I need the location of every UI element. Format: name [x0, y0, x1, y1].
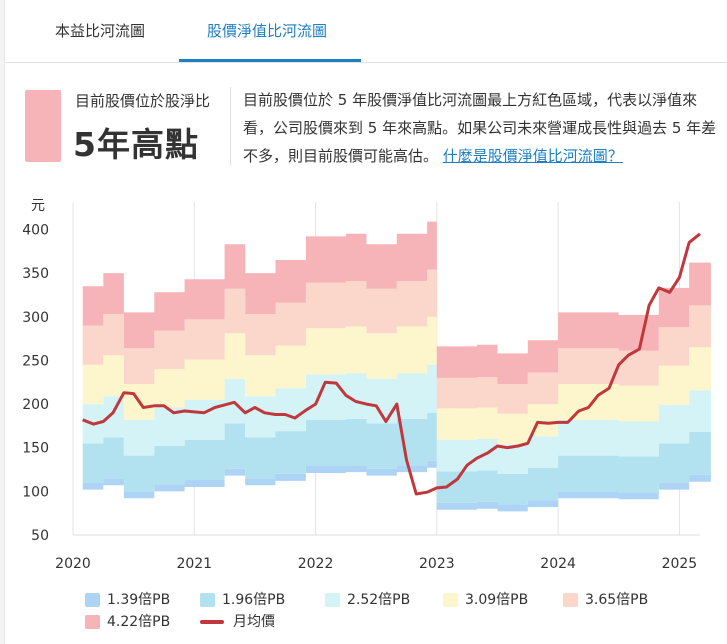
divider	[230, 87, 231, 165]
x-tick-label: 2023	[419, 556, 455, 572]
band-2.52倍PB	[82, 364, 711, 474]
x-tick-label: 2025	[662, 556, 698, 572]
legend-label: 1.39倍PB	[107, 592, 171, 608]
band-1.96倍PB	[82, 412, 711, 505]
legend-label: 1.96倍PB	[222, 592, 286, 608]
legend-swatch	[85, 615, 100, 629]
y-tick-label: 100	[22, 484, 49, 500]
x-tick-label: 2024	[540, 556, 576, 572]
river-chart-card: 本益比河流圖 股價淨值比河流圖 目前股價位於股淨比 5年高點 目前股價位於 5 …	[4, 0, 727, 644]
monthly-price-line	[82, 232, 701, 496]
chart-tabs: 本益比河流圖 股價淨值比河流圖	[5, 0, 727, 63]
legend-line-marker	[200, 620, 224, 624]
y-tick-label: 150	[22, 441, 49, 457]
tab-pb-river[interactable]: 股價淨值比河流圖	[207, 22, 328, 40]
legend-label: 3.09倍PB	[465, 592, 529, 608]
what-is-pb-river-link[interactable]: 什麼是股價淨值比河流圖？	[442, 147, 623, 165]
legend-label: 3.65倍PB	[585, 592, 649, 608]
status-description: 目前股價位於 5 年股價淨值比河流圖最上方紅色區域，代表以淨值來看，公司股價來到…	[243, 86, 721, 170]
legend-swatch	[200, 593, 215, 607]
y-tick-label: 400	[22, 222, 49, 238]
legend-swatch	[563, 593, 578, 607]
band-3.09倍PB	[82, 316, 711, 445]
y-tick-label: 300	[22, 310, 49, 326]
x-tick-label: 2022	[298, 556, 334, 572]
band-3.65倍PB	[82, 269, 711, 414]
y-unit-label: 元	[31, 198, 45, 214]
pb-river-chart: 50 100 150 200 250 300 350 400 元 2020 2021 2022 2023…	[22, 198, 711, 572]
legend-swatch	[85, 593, 100, 607]
y-tick-label: 350	[22, 266, 49, 282]
x-tick-label: 2021	[176, 556, 212, 572]
legend-label: 2.52倍PB	[347, 592, 411, 608]
status-color-badge	[25, 90, 61, 162]
active-tab-indicator	[179, 59, 361, 62]
band-4.22倍PB	[82, 221, 711, 384]
band-1.39倍PB	[82, 460, 711, 512]
status-value: 5年高點	[73, 125, 199, 164]
y-tick-label: 250	[22, 353, 49, 369]
description-text: 目前股價位於 5 年股價淨值比河流圖最上方紅色區域，代表以淨值來看，公司股價來到…	[243, 91, 717, 165]
legend-label: 月均價	[233, 614, 275, 630]
status-label: 目前股價位於股淨比	[75, 92, 211, 110]
tab-pe-river[interactable]: 本益比河流圖	[55, 22, 146, 40]
y-tick-label: 50	[31, 528, 49, 544]
legend-swatch	[325, 593, 340, 607]
legend-swatch	[443, 593, 458, 607]
y-tick-label: 200	[22, 397, 49, 413]
x-tick-label: 2020	[55, 556, 91, 572]
legend-label: 4.22倍PB	[107, 614, 171, 630]
